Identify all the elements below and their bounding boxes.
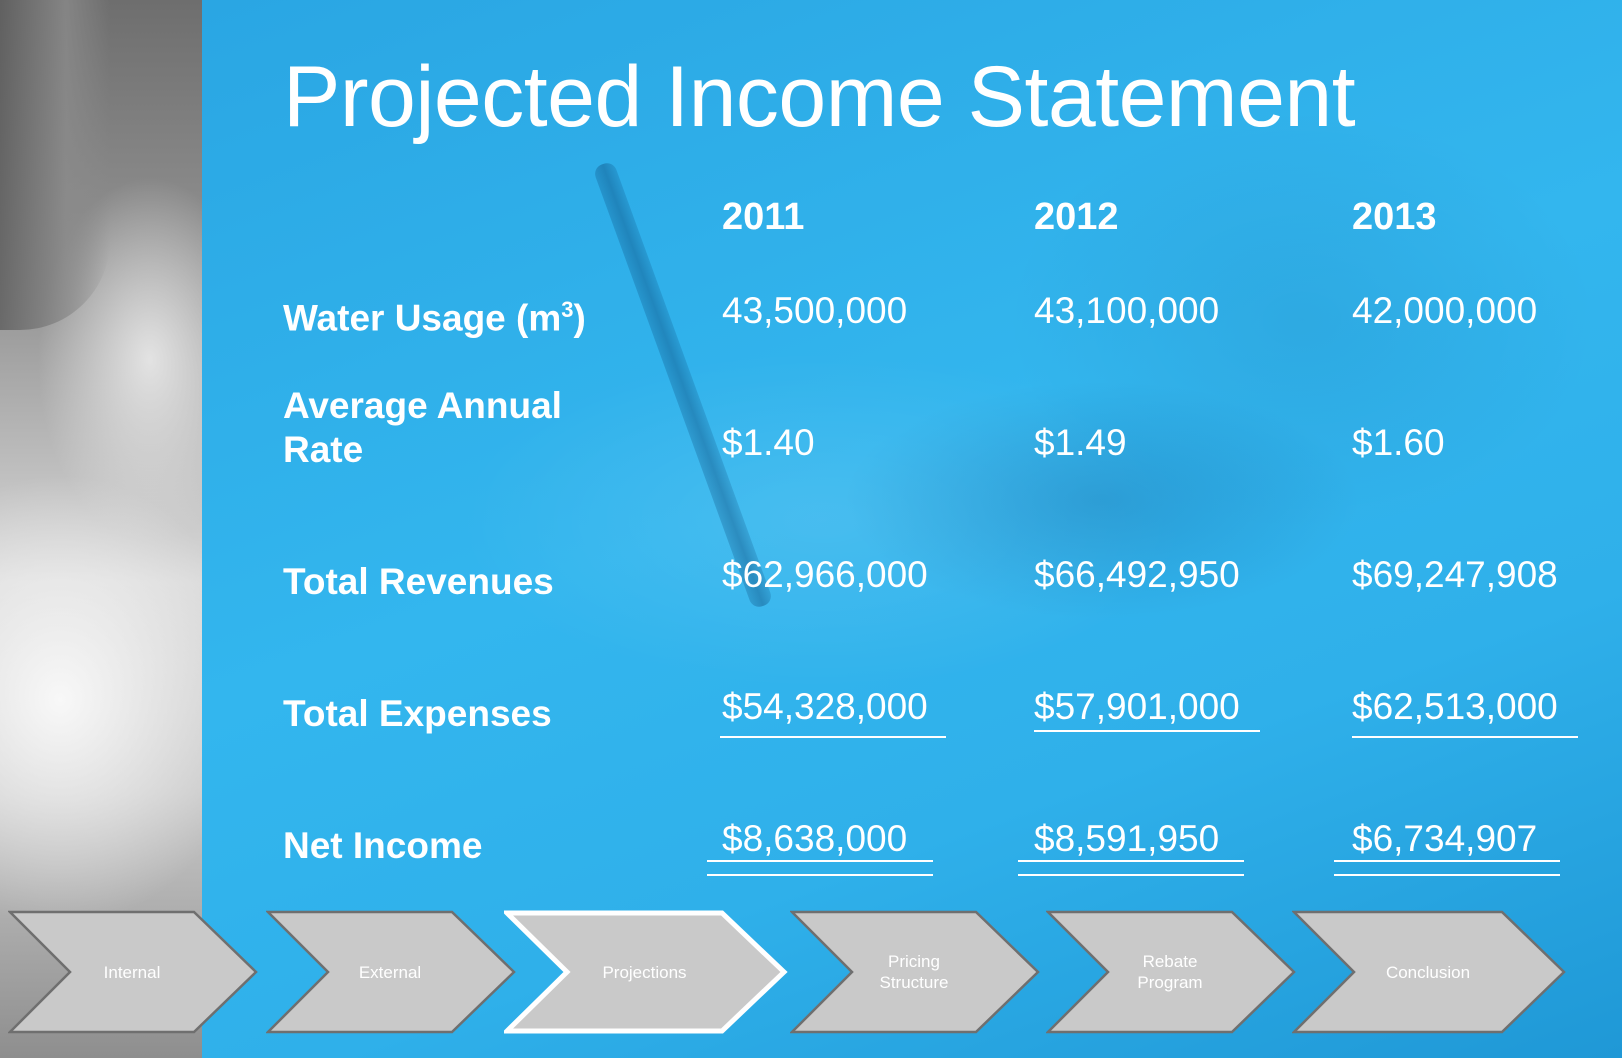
cell-rate-2013: $1.60 (1352, 422, 1445, 463)
row-label-average-annual-rate: Average Annual Rate (283, 384, 643, 472)
expenses-underline-2013 (1352, 736, 1578, 738)
row-label-water-usage: Water Usage (m3) (283, 297, 586, 339)
nav-chevron-internal[interactable]: Internal (8, 910, 258, 1034)
row-label-total-expenses: Total Expenses (283, 693, 552, 734)
cell-rate-2011: $1.40 (722, 422, 815, 463)
blue-overlay-panel (202, 0, 1622, 1058)
background-photo (0, 0, 202, 1058)
cell-water-2013: 42,000,000 (1352, 290, 1538, 331)
row-label-total-revenues: Total Revenues (283, 561, 554, 602)
nav-label-pricing-structure: Pricing Structure (879, 952, 949, 992)
nav-chevron-projections[interactable]: Projections (504, 910, 788, 1034)
cell-net-2011: $8,638,000 (722, 818, 908, 859)
chevron-shape (1046, 910, 1296, 1034)
nav-label-rebate-program: Rebate Program (1137, 952, 1203, 992)
net-underline-top-2013 (1334, 860, 1560, 862)
chevron-shape (790, 910, 1040, 1034)
nav-label-conclusion: Conclusion (1385, 962, 1471, 982)
chevron-shape (266, 910, 516, 1034)
nav-chevron-pricing-structure[interactable]: Pricing Structure (790, 910, 1040, 1034)
section-navigation: Internal External Projections Pricing Str… (0, 910, 1622, 1040)
cell-rate-2012: $1.49 (1034, 422, 1127, 463)
nav-chevron-external[interactable]: External (266, 910, 516, 1034)
photo-sleeve (0, 0, 110, 330)
page-title: Projected Income Statement (283, 49, 1356, 145)
year-header-2013: 2013 (1352, 196, 1437, 238)
cell-water-2012: 43,100,000 (1034, 290, 1220, 331)
nav-chevron-rebate-program[interactable]: Rebate Program (1046, 910, 1296, 1034)
expenses-underline-2011 (720, 736, 946, 738)
net-underline-bottom-2011 (707, 874, 933, 876)
net-underline-bottom-2012 (1018, 874, 1244, 876)
nav-label-external: External (358, 962, 422, 982)
row-label-net-income: Net Income (283, 825, 483, 866)
row-label-line1: Average Annual (283, 385, 562, 426)
cell-revenue-2011: $62,966,000 (722, 554, 928, 595)
cell-revenue-2013: $69,247,908 (1352, 554, 1558, 595)
hand-shadow (842, 380, 1362, 620)
nav-chevron-conclusion[interactable]: Conclusion (1292, 910, 1568, 1034)
expenses-underline-2012 (1034, 730, 1260, 732)
net-underline-top-2012 (1018, 860, 1244, 862)
chevron-shape-active (504, 910, 788, 1034)
chevron-shape (8, 910, 258, 1034)
year-header-2011: 2011 (722, 196, 805, 238)
year-header-2012: 2012 (1034, 196, 1119, 238)
net-underline-bottom-2013 (1334, 874, 1560, 876)
nav-label-internal: Internal (103, 962, 161, 982)
row-label-line2: Rate (283, 429, 364, 470)
net-underline-top-2011 (707, 860, 933, 862)
cell-revenue-2012: $66,492,950 (1034, 554, 1240, 595)
cell-expenses-2011: $54,328,000 (722, 686, 928, 727)
cell-expenses-2013: $62,513,000 (1352, 686, 1558, 727)
cell-water-2011: 43,500,000 (722, 290, 908, 331)
cell-net-2012: $8,591,950 (1034, 818, 1220, 859)
cell-expenses-2012: $57,901,000 (1034, 686, 1240, 727)
chevron-shape (1292, 910, 1566, 1034)
cell-net-2013: $6,734,907 (1352, 818, 1538, 859)
nav-label-projections: Projections (602, 962, 687, 982)
